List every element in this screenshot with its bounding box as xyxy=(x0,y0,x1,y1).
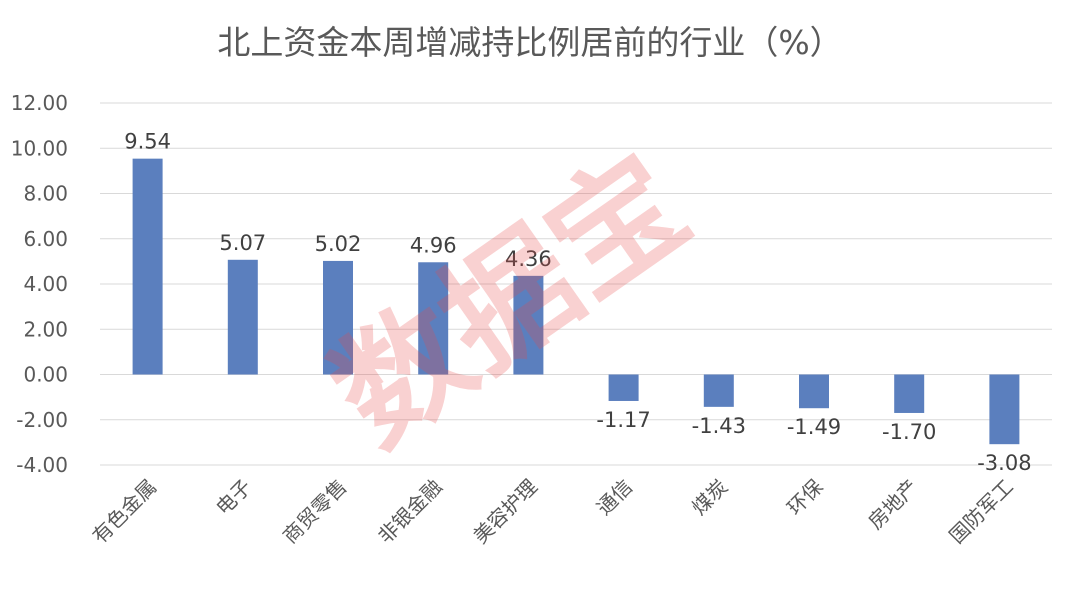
x-category-label: 电子 xyxy=(211,475,256,520)
y-tick-label: 10.00 xyxy=(11,136,68,160)
bar xyxy=(703,374,734,407)
bar xyxy=(513,275,544,375)
data-label: 4.36 xyxy=(505,247,552,271)
x-category-label: 环保 xyxy=(782,475,827,520)
x-category-label: 美容护理 xyxy=(468,475,542,549)
gridlines xyxy=(100,102,1052,466)
x-category-label: 房地产 xyxy=(863,475,922,534)
y-tick-label: 12.00 xyxy=(11,91,68,115)
bar xyxy=(418,262,449,375)
y-tick-label: 4.00 xyxy=(23,272,68,296)
bar xyxy=(894,374,925,413)
data-label: 9.54 xyxy=(124,130,171,154)
y-tick-label: 8.00 xyxy=(23,182,68,206)
y-axis-ticks: 12.00 10.00 8.00 6.00 4.00 2.00 0.00 -2.00 -4.00 xyxy=(11,91,68,477)
bar xyxy=(227,259,258,375)
y-tick-label: 6.00 xyxy=(23,227,68,251)
watermark: 数据宝 xyxy=(307,126,714,474)
data-label: -1.43 xyxy=(692,414,746,438)
data-label: -1.49 xyxy=(787,415,841,439)
category-labels: 有色金属 电子 商贸零售 非银金融 美容护理 通信 煤炭 环保 房地产 国防军工 xyxy=(88,475,1018,549)
y-tick-label: 0.00 xyxy=(23,363,68,387)
y-tick-label: -4.00 xyxy=(16,453,68,477)
data-label: -3.08 xyxy=(977,451,1031,475)
chart-title: 北上资金本周增减持比例居前的行业（%） xyxy=(217,23,842,62)
data-label: -1.70 xyxy=(882,420,936,444)
data-label: 4.96 xyxy=(410,233,457,257)
bar xyxy=(799,374,829,409)
x-category-label: 通信 xyxy=(592,475,637,520)
x-category-label: 煤炭 xyxy=(687,475,732,520)
x-category-label: 商贸零售 xyxy=(278,475,352,549)
data-labels: 9.54 5.07 5.02 4.96 4.36 -1.17 -1.43 -1.49 -1.70… xyxy=(124,130,1031,476)
y-tick-label: -2.00 xyxy=(16,408,68,432)
x-category-label: 非银金融 xyxy=(373,475,447,549)
x-category-label: 国防军工 xyxy=(944,475,1018,549)
data-label: 5.02 xyxy=(315,232,362,256)
data-label: -1.17 xyxy=(596,408,650,432)
y-tick-label: 2.00 xyxy=(23,317,68,341)
bar xyxy=(608,374,639,401)
bars xyxy=(132,158,1020,445)
x-category-label: 有色金属 xyxy=(88,475,162,549)
bar xyxy=(989,374,1020,445)
data-label: 5.07 xyxy=(219,231,266,255)
bar xyxy=(323,260,353,375)
bar xyxy=(132,158,163,375)
